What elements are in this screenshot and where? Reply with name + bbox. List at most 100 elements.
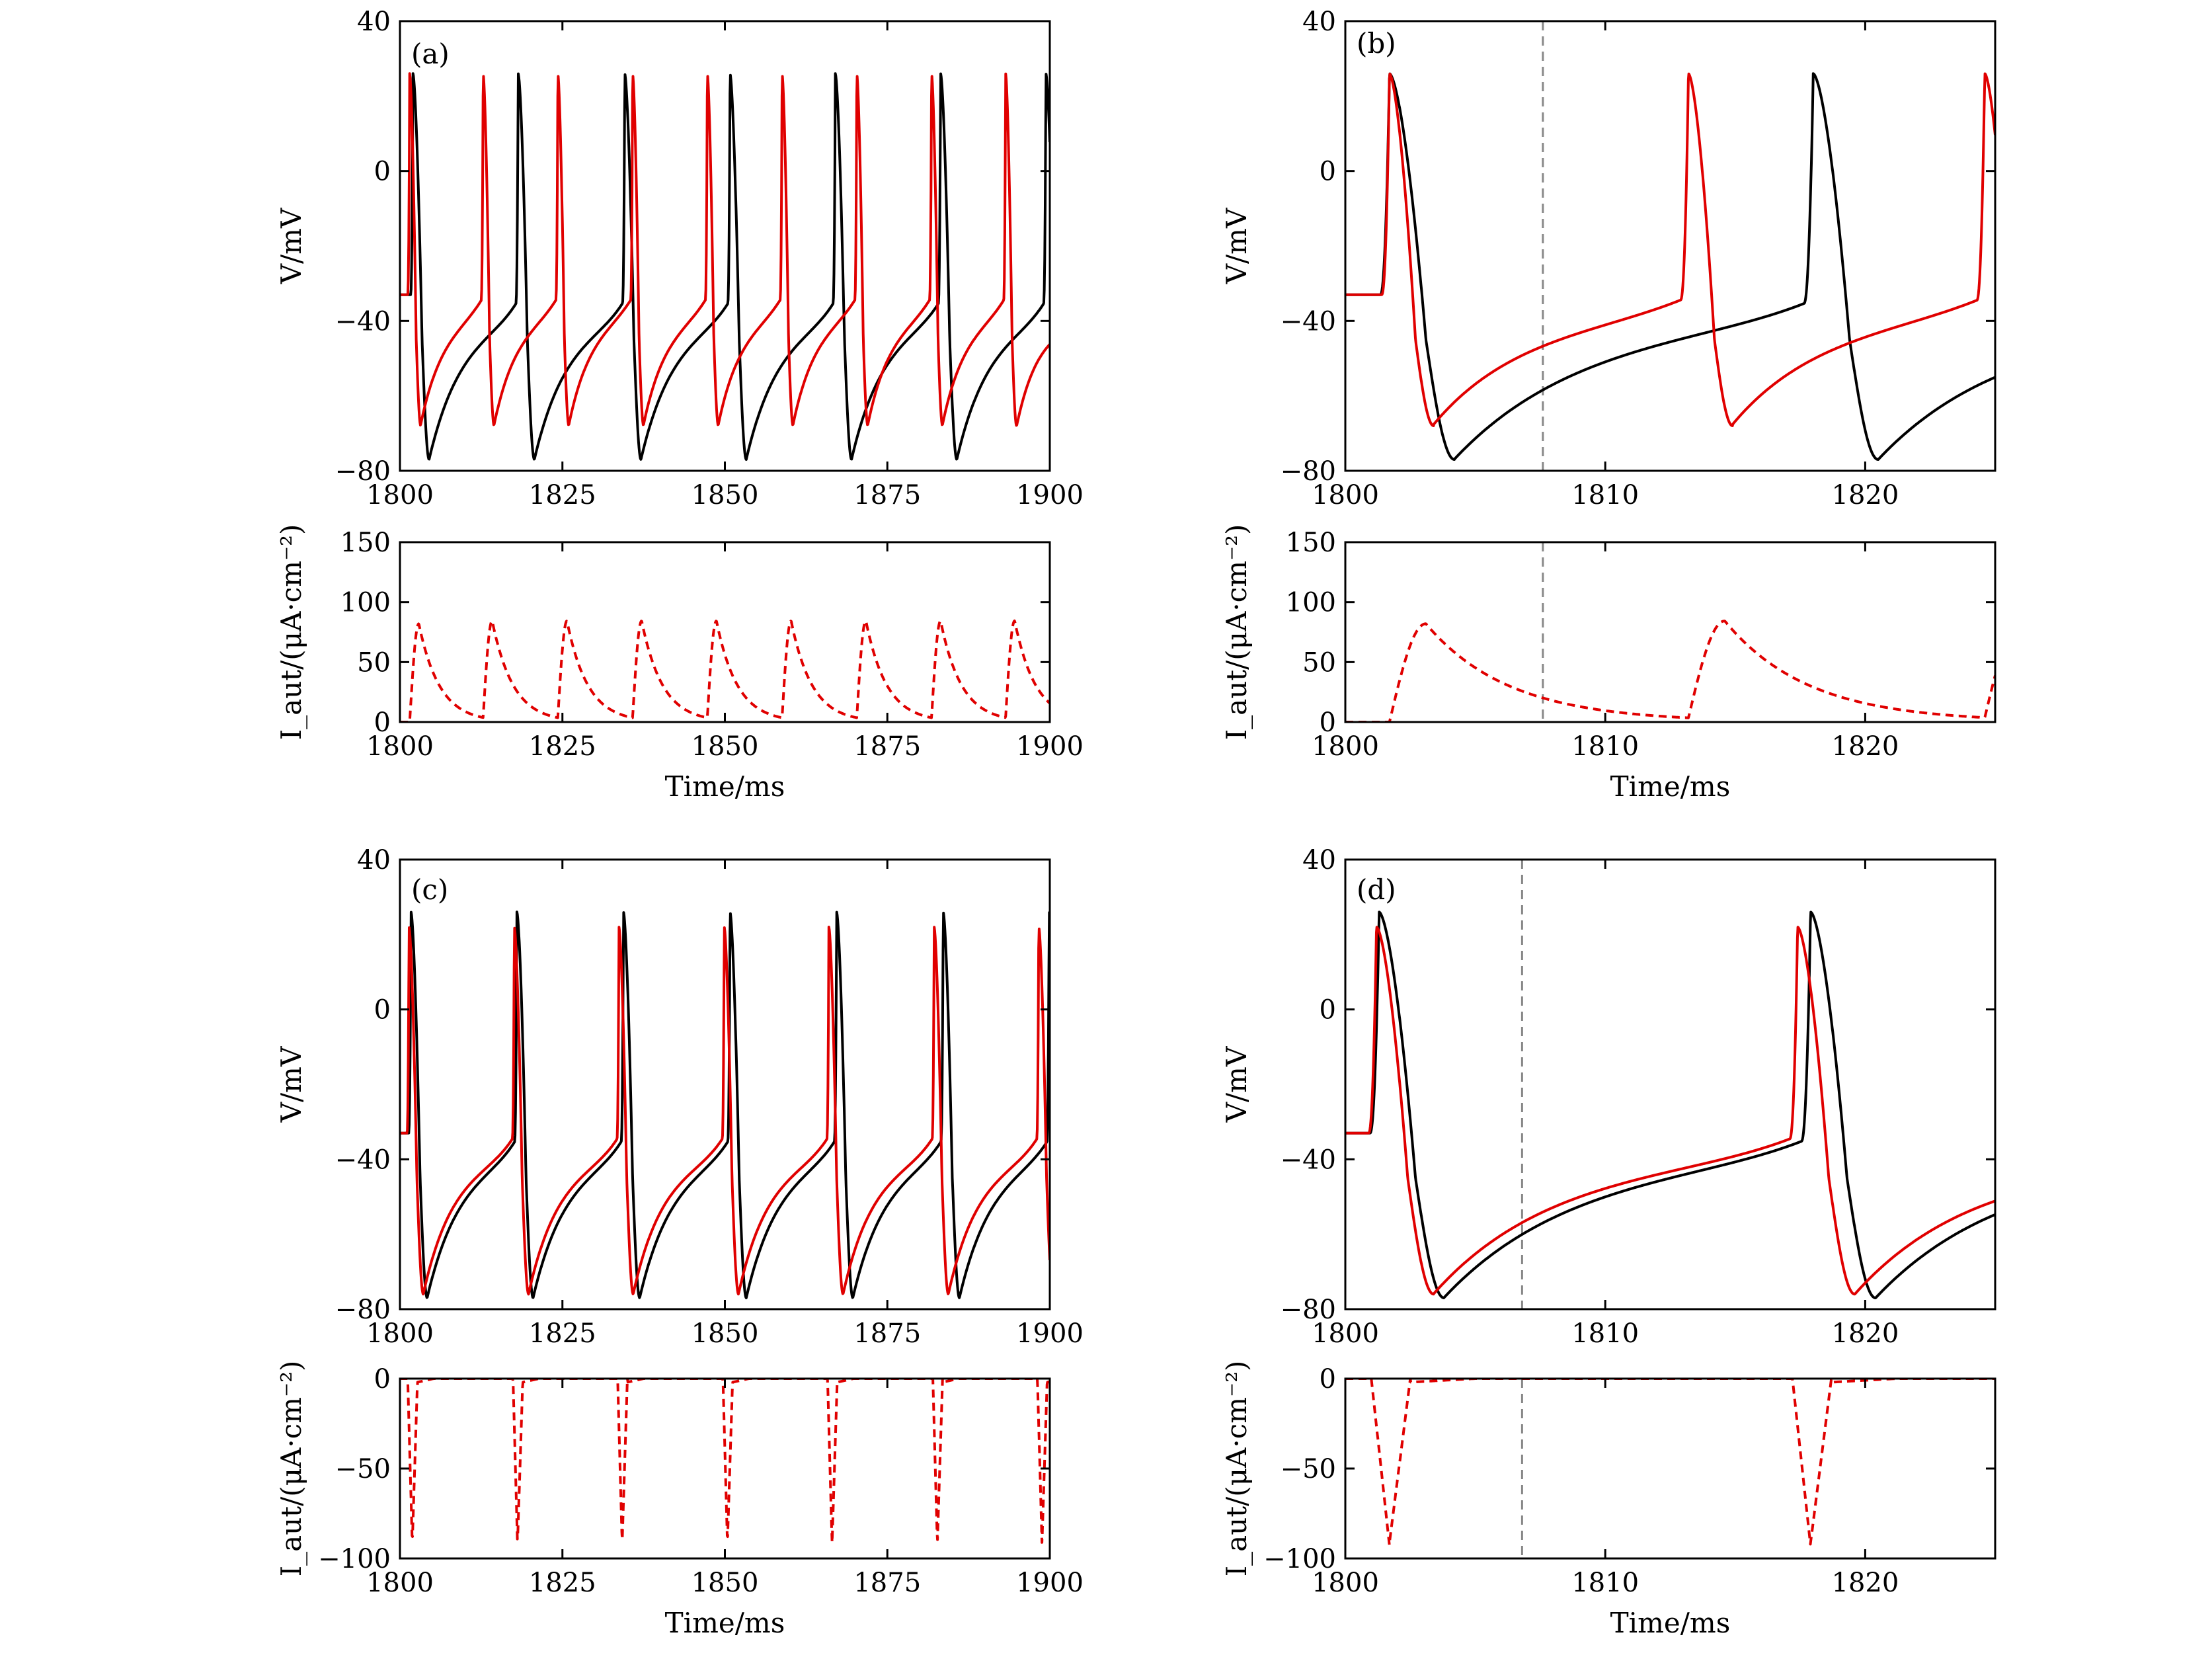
series-neuron-black — [1345, 72, 1995, 461]
plot-frame — [1344, 858, 1996, 1310]
series-neuron-red — [1345, 72, 1995, 427]
y-tick-label: 0 — [374, 707, 391, 738]
x-tick-label: 1825 — [529, 731, 596, 762]
x-tick-label: 1850 — [691, 1568, 759, 1598]
x-tick-label: 1850 — [691, 1318, 759, 1349]
y-tick-label: −40 — [335, 306, 391, 337]
chart-c-voltage: 1800 1825 1850 1875 1900 −80 −40 0 40 V/mV — [275, 845, 1084, 1349]
y-tick-label: 0 — [1320, 707, 1336, 738]
x-tick-label: 1850 — [691, 480, 759, 510]
x-tick-label: 1875 — [853, 1318, 921, 1349]
y-tick-label: −100 — [1263, 1544, 1336, 1574]
x-tick-label: 1800 — [366, 731, 434, 762]
y-tick-label: 0 — [374, 1364, 391, 1394]
y-tick-label: −80 — [1281, 456, 1336, 487]
series-neuron-red — [1345, 926, 1995, 1296]
y-tick-label: 150 — [340, 528, 391, 558]
y-tick-label: 0 — [374, 995, 391, 1026]
y-tick-label: −40 — [335, 1145, 391, 1175]
y-tick-label: 40 — [1302, 7, 1336, 37]
x-tick-label: 1810 — [1571, 1568, 1639, 1598]
y-tick-label: −80 — [1281, 1295, 1336, 1325]
x-tick-label: 1875 — [853, 480, 921, 510]
chart-b-voltage: 1800 1810 1820 −80 −40 0 40 V/mV — [1220, 7, 1996, 510]
x-tick-label: 1820 — [1832, 731, 1899, 762]
y-tick-label: 40 — [357, 7, 391, 37]
x-axis-title: Time/ms — [1610, 770, 1731, 803]
y-tick-label: 40 — [1302, 845, 1336, 875]
y-tick-label: 50 — [357, 647, 391, 678]
y-axis-title: I_aut/(μA·cm⁻²) — [1220, 1361, 1253, 1577]
y-tick-label: 100 — [340, 588, 391, 618]
x-tick-label: 1800 — [1312, 731, 1379, 762]
x-tick-label: 1900 — [1016, 480, 1084, 510]
series-autapse-current — [400, 620, 1050, 722]
series-neuron-black — [1345, 910, 1995, 1299]
y-axis-title: I_aut/(μA·cm⁻²) — [275, 524, 307, 741]
x-tick-label: 1850 — [691, 731, 759, 762]
y-tick-label: −80 — [335, 456, 391, 487]
x-tick-label: 1800 — [366, 480, 434, 510]
y-tick-label: −40 — [1281, 306, 1336, 337]
y-tick-label: 50 — [1302, 647, 1336, 678]
y-tick-label: 100 — [1286, 588, 1336, 618]
y-axis-title: V/mV — [1220, 208, 1253, 284]
chart-a-current: 1800 1825 1850 1875 1900 0 50 100 150 Time/ms I_au… — [275, 524, 1084, 803]
y-tick-label: −100 — [318, 1544, 391, 1574]
y-axis-title: V/mV — [275, 1046, 307, 1123]
y-axis-title: I_aut/(μA·cm⁻²) — [275, 1361, 307, 1577]
x-tick-label: 1820 — [1832, 1568, 1899, 1598]
x-tick-label: 1800 — [366, 1318, 434, 1349]
x-tick-label: 1810 — [1571, 480, 1639, 510]
y-tick-label: 0 — [1320, 1364, 1336, 1394]
x-axis-title: Time/ms — [1610, 1607, 1731, 1639]
panel-label-d: (d) — [1357, 873, 1396, 906]
series-neuron-red — [400, 72, 1050, 427]
x-tick-label: 1810 — [1571, 1318, 1639, 1349]
chart-b-current: 1800 1810 1820 0 50 100 150 Time/ms I_aut/(μA·cm… — [1220, 524, 1996, 803]
panel-label-a: (a) — [411, 38, 450, 70]
x-tick-label: 1825 — [529, 480, 596, 510]
x-tick-label: 1875 — [853, 731, 921, 762]
x-tick-label: 1825 — [529, 1318, 596, 1349]
x-tick-label: 1820 — [1832, 480, 1899, 510]
y-tick-label: 0 — [1320, 995, 1336, 1026]
chart-d-voltage: 1800 1810 1820 −80 −40 0 40 V/mV — [1220, 845, 1996, 1349]
plot-frame — [1344, 541, 1996, 723]
series-neuron-red — [400, 926, 1050, 1296]
y-tick-label: 0 — [1320, 157, 1336, 187]
y-tick-label: −50 — [335, 1454, 391, 1484]
x-tick-label: 1825 — [529, 1568, 596, 1598]
x-axis-title: Time/ms — [665, 770, 785, 803]
y-tick-label: 150 — [1286, 528, 1336, 558]
y-tick-label: −80 — [335, 1295, 391, 1325]
panel-label-c: (c) — [411, 873, 448, 906]
panel-label-b: (b) — [1357, 27, 1396, 60]
y-tick-label: −50 — [1281, 1454, 1336, 1484]
x-tick-label: 1820 — [1832, 1318, 1899, 1349]
y-axis-title: V/mV — [275, 208, 307, 284]
plot-frame — [1344, 20, 1996, 472]
x-tick-label: 1800 — [366, 1568, 434, 1598]
y-tick-label: −40 — [1281, 1145, 1336, 1175]
x-tick-label: 1900 — [1016, 1318, 1084, 1349]
y-axis-title: V/mV — [1220, 1046, 1253, 1123]
x-tick-label: 1875 — [853, 1568, 921, 1598]
x-tick-label: 1800 — [1312, 1318, 1379, 1349]
y-axis-title: I_aut/(μA·cm⁻²) — [1220, 524, 1253, 741]
y-tick-label: 0 — [374, 157, 391, 187]
chart-c-current: 1800 1825 1850 1875 1900 −100 −50 0 Time/ms I_aut… — [275, 1361, 1084, 1639]
x-tick-label: 1900 — [1016, 731, 1084, 762]
series-autapse-current — [1345, 620, 1995, 722]
x-tick-label: 1900 — [1016, 1568, 1084, 1598]
x-tick-label: 1810 — [1571, 731, 1639, 762]
x-tick-label: 1800 — [1312, 480, 1379, 510]
series-neuron-black — [400, 72, 1050, 461]
chart-a-voltage: 1800 1825 1850 1875 1900 −80 −40 0 40 V/mV — [275, 7, 1084, 510]
y-tick-label: 40 — [357, 845, 391, 875]
chart-d-current: 1800 1810 1820 −100 −50 0 Time/ms I_aut/(μA·cm⁻… — [1220, 1361, 1996, 1639]
x-tick-label: 1800 — [1312, 1568, 1379, 1598]
x-axis-title: Time/ms — [665, 1607, 785, 1639]
